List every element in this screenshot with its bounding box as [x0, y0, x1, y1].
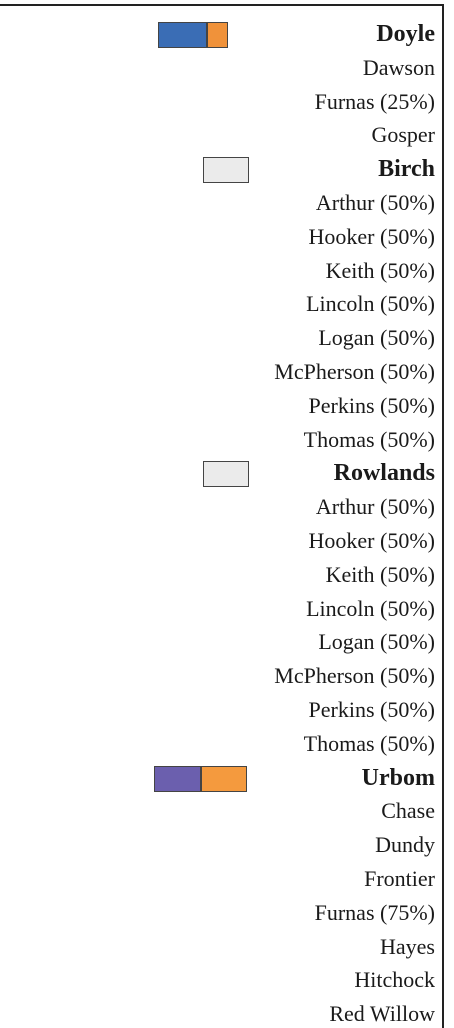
- swatch: [158, 22, 207, 48]
- county: Hitchock: [354, 967, 435, 993]
- swatch: [154, 765, 201, 792]
- county: Lincoln (50%): [306, 291, 435, 317]
- county: Perkins (50%): [308, 392, 435, 418]
- county: Lincoln (50%): [306, 595, 435, 621]
- group-name: Doyle: [376, 21, 435, 47]
- swatch: [203, 461, 249, 488]
- frame-right: [442, 4, 444, 1028]
- swatch: [203, 157, 249, 184]
- county: Hooker (50%): [308, 223, 435, 249]
- county: Red Willow: [329, 1001, 435, 1027]
- county: Dundy: [375, 832, 435, 858]
- county: Thomas (50%): [303, 730, 435, 756]
- county: Dawson: [362, 54, 435, 80]
- county: Perkins (50%): [308, 697, 435, 722]
- county: McPherson (50%): [274, 359, 435, 384]
- county: Hayes: [380, 933, 435, 959]
- county: Keith (50%): [325, 257, 435, 283]
- county: Keith (50%): [325, 561, 435, 587]
- county: Arthur (50%): [315, 190, 435, 215]
- county: Chase: [381, 798, 435, 824]
- county: Hooker (50%): [308, 528, 435, 553]
- county: Furnas (25%): [314, 88, 435, 114]
- county: Thomas (50%): [303, 426, 435, 452]
- county: McPherson (50%): [274, 663, 435, 689]
- county: Arthur (50%): [315, 494, 435, 520]
- county: Gosper: [371, 122, 435, 148]
- county: Frontier: [364, 866, 435, 891]
- frame-top: [0, 4, 444, 6]
- swatch: [207, 22, 228, 48]
- group-name: Urbom: [361, 764, 435, 791]
- group-name: Rowlands: [333, 460, 435, 487]
- county: Furnas (75%): [314, 899, 435, 925]
- swatch: [201, 765, 247, 792]
- county: Logan (50%): [318, 325, 435, 351]
- county: Logan (50%): [318, 629, 435, 655]
- group-name: Birch: [378, 156, 435, 183]
